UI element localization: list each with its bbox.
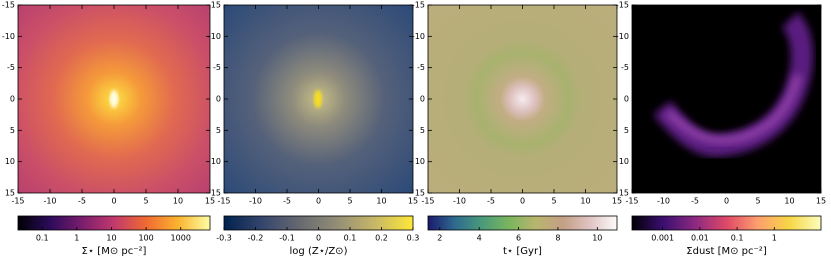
dust-lane	[665, 74, 802, 145]
y-tick-label: -10	[616, 32, 629, 41]
colorbar-tick-label: 0.1	[344, 234, 357, 243]
y-tick-label: 10	[415, 157, 425, 166]
y-tick-label: 0	[420, 95, 425, 104]
x-tick-label: 5	[143, 197, 148, 206]
x-tick-label: -5	[487, 197, 495, 206]
x-tick-label: -15	[11, 197, 24, 206]
y-tick-label: 15	[211, 189, 221, 198]
x-tick-label: -5	[283, 197, 291, 206]
y-tick-label: 10	[5, 157, 15, 166]
x-tick-label: -15	[421, 197, 434, 206]
y-tick-label: -10	[412, 32, 425, 41]
colorbar-tick-label: 4	[477, 234, 482, 243]
y-tick-label: 15	[619, 189, 629, 198]
x-tick-label: 15	[205, 197, 215, 206]
y-tick-label: 0	[216, 95, 221, 104]
colorbar-tick-label: -0.2	[248, 234, 264, 243]
y-tick-label: -10	[2, 32, 15, 41]
y-tick-label: -15	[2, 1, 15, 10]
x-tick-label: 0	[316, 197, 321, 206]
colorbar-tick-label: 0.1	[36, 234, 49, 243]
map-core	[110, 90, 118, 108]
y-tick-label: 10	[619, 157, 629, 166]
x-tick-label: 0	[111, 197, 116, 206]
colorbar-label: Σdust [M⊙ pc⁻²]	[686, 246, 767, 257]
y-tick-label: 0	[10, 95, 15, 104]
colorbar-tick-label: 6	[516, 234, 521, 243]
y-tick-label: -5	[621, 63, 629, 72]
y-tick-label: 5	[624, 126, 629, 135]
colorbar-label: t⋆ [Gyr]	[503, 246, 542, 257]
x-tick-label: -5	[691, 197, 699, 206]
y-tick-label: 5	[216, 126, 221, 135]
x-tick-label: 0	[520, 197, 525, 206]
x-tick-label: 10	[784, 197, 794, 206]
colorbar-tick-label: -0.3	[216, 234, 232, 243]
colorbar-tick-label: 1	[772, 234, 777, 243]
x-tick-label: -10	[43, 197, 56, 206]
y-tick-label: -15	[616, 1, 629, 10]
y-tick-label: -5	[417, 63, 425, 72]
colorbar-tick-label: 8	[555, 234, 560, 243]
x-tick-label: -15	[625, 197, 638, 206]
x-tick-label: -15	[217, 197, 230, 206]
x-tick-label: 15	[408, 197, 418, 206]
colorbar-tick-label: 0.001	[651, 234, 674, 243]
colorbar-tick-label: 0.2	[375, 234, 388, 243]
map-core	[314, 90, 322, 108]
y-tick-label: -15	[208, 1, 221, 10]
x-tick-label: 5	[755, 197, 760, 206]
x-tick-label: 10	[580, 197, 590, 206]
y-tick-label: -10	[208, 32, 221, 41]
x-tick-label: 5	[347, 197, 352, 206]
y-tick-label: 5	[420, 126, 425, 135]
colorbar-label: log (Z⋆/Z⊙)	[290, 246, 348, 257]
y-tick-label: -15	[412, 1, 425, 10]
x-tick-label: 10	[376, 197, 386, 206]
x-tick-label: -10	[453, 197, 466, 206]
x-tick-label: 15	[612, 197, 622, 206]
y-tick-label: 0	[624, 95, 629, 104]
colorbar-tick-label: 10	[592, 234, 602, 243]
x-tick-label: 15	[816, 197, 826, 206]
age-map	[428, 5, 617, 193]
y-tick-label: 10	[211, 157, 221, 166]
x-tick-label: 10	[173, 197, 183, 206]
colorbar-tick-label: 0.01	[691, 234, 709, 243]
y-tick-label: -5	[213, 63, 221, 72]
x-tick-label: 5	[551, 197, 556, 206]
colorbar-tick-label: -0.1	[279, 234, 295, 243]
y-tick-label: -5	[7, 63, 15, 72]
x-tick-label: 0	[724, 197, 729, 206]
y-tick-label: 5	[10, 126, 15, 135]
colorbar	[427, 215, 618, 231]
x-tick-label: -10	[249, 197, 262, 206]
y-tick-label: 15	[5, 189, 15, 198]
x-tick-label: -10	[657, 197, 670, 206]
colorbar-label: Σ⋆ [M⊙ pc⁻²]	[82, 246, 147, 257]
y-tick-label: 15	[415, 189, 425, 198]
colorbar-tick-label: 2	[437, 234, 442, 243]
colorbar	[17, 215, 211, 231]
colorbar-tick-label: 0.1	[731, 234, 744, 243]
colorbar	[631, 215, 822, 231]
colorbar-tick-label: 0.3	[407, 234, 420, 243]
colorbar-tick-label: 0	[316, 234, 321, 243]
map-images	[18, 5, 821, 193]
colorbar-tick-label: 10	[106, 234, 116, 243]
colorbar-tick-label: 100	[138, 234, 153, 243]
x-tick-label: -5	[78, 197, 86, 206]
colorbar-tick-label: 1	[74, 234, 79, 243]
colorbar-tick-label: 1000	[171, 234, 191, 243]
